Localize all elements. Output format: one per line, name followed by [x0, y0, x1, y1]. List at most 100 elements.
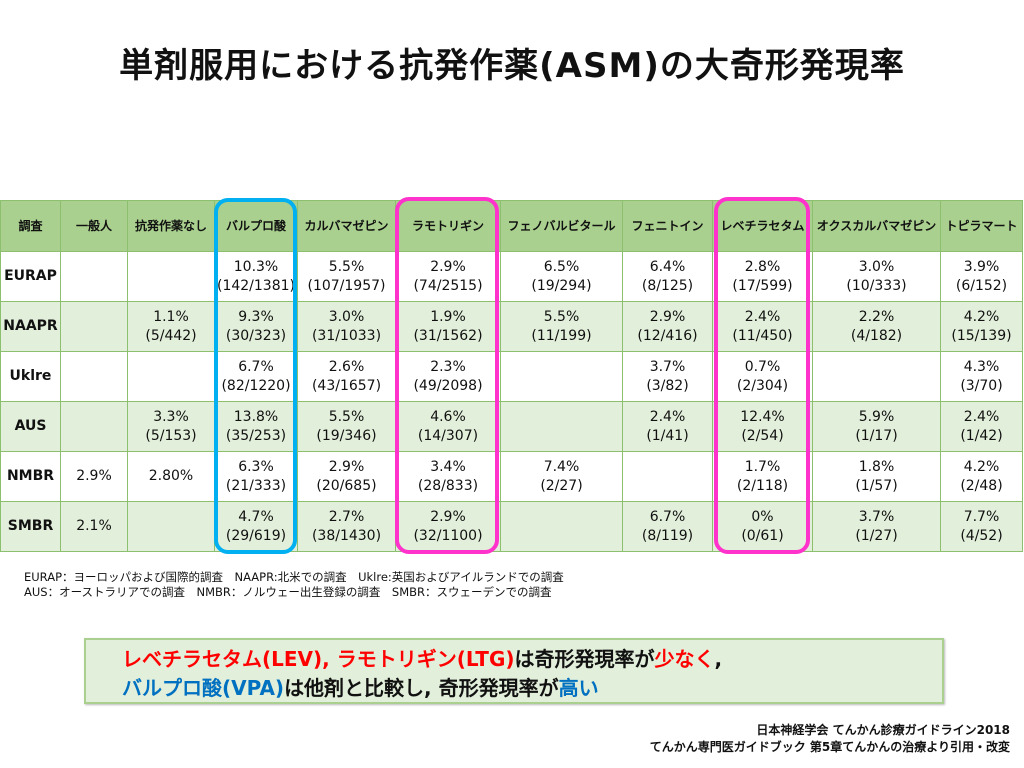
cell-rate: 1.9%	[430, 308, 466, 325]
cell-count: (2/118)	[736, 477, 789, 494]
table-cell: 3.0% (31/1033)	[297, 301, 396, 352]
table-cell: 3.0% (10/333)	[812, 251, 941, 302]
table-cell: 2.4% (11/450)	[712, 301, 813, 352]
summary-text: 高い	[558, 676, 599, 700]
summary-box: レベチラセタム(LEV), ラモトリギン(LTG)は奇形発現率が少なく, バルプ…	[84, 638, 944, 704]
table-cell: 4.2% (2/48)	[940, 451, 1023, 502]
cell-count: (5/442)	[145, 327, 197, 344]
cell-rate: 5.5%	[328, 258, 365, 275]
row-header: NAAPR	[0, 301, 61, 352]
table-row: SMBR 2.1% 4.7% (29/619) 2.7% (38/1430) 2.9% (32…	[0, 501, 1023, 552]
cell-count: (2/304)	[736, 377, 789, 394]
cell-count: (38/1430)	[311, 527, 382, 544]
cell-count: (1/41)	[646, 427, 689, 444]
cell-count: (10/333)	[846, 277, 907, 294]
slide-title: 単剤服用における抗発作薬(ASM)の大奇形発現率	[119, 46, 905, 86]
column-header: レベチラセタム	[712, 200, 813, 252]
column-header: バルプロ酸	[214, 200, 298, 252]
cell-count: (82/1220)	[221, 377, 291, 394]
table-cell: 4.3% (3/70)	[940, 351, 1023, 402]
cell-rate: 3.0%	[858, 258, 895, 275]
note-line: EURAP：ヨーロッパおよび国際的調査 NAAPR:北米での調査 Uklre:英…	[24, 570, 564, 584]
table-cell: 10.3% (142/1381)	[214, 251, 298, 302]
summary-text: ,	[714, 647, 723, 671]
table-cell: 5.5% (11/199)	[500, 301, 623, 352]
cell-count: (1/57)	[855, 477, 898, 494]
cell-count: (2/48)	[960, 477, 1003, 494]
cell-count: (43/1657)	[311, 377, 382, 394]
table-cell: 5.5% (19/346)	[297, 401, 396, 452]
cell-rate: 7.4%	[543, 458, 580, 475]
cell-rate: 5.5%	[543, 308, 580, 325]
table-cell: 3.7% (3/82)	[622, 351, 713, 402]
cell-rate: 6.7%	[649, 508, 686, 525]
table-cell: 6.7% (8/119)	[622, 501, 713, 552]
cell-rate: 5.9%	[858, 408, 895, 425]
cell-rate: 4.6%	[430, 408, 466, 425]
source-citation: 日本神経学会 てんかん診療ガイドライン2018 てんかん専門医ガイドブック 第5…	[650, 722, 1010, 756]
cell-rate: 3.7%	[858, 508, 895, 525]
table-cell: 2.4% (1/41)	[622, 401, 713, 452]
cell-rate: 4.7%	[238, 508, 274, 525]
row-header: AUS	[0, 401, 61, 452]
cell-count: (35/253)	[225, 427, 287, 444]
cell-rate: 6.4%	[649, 258, 686, 275]
cell-count: (2/27)	[540, 477, 583, 494]
cell-rate: 0.7%	[744, 358, 781, 375]
table-cell: 2.9% (20/685)	[297, 451, 396, 502]
cell-rate: 2.80%	[148, 468, 194, 484]
table-row: Uklre 6.7% (82/1220) 2.6% (43/1657) 2.3% (49/2…	[0, 351, 1023, 402]
summary-text: 少なく	[654, 647, 715, 671]
table-cell	[60, 401, 128, 452]
table-cell: 2.3% (49/2098)	[395, 351, 501, 402]
cell-rate: 3.4%	[430, 458, 466, 475]
cell-rate: 2.9%	[430, 258, 466, 275]
table-cell: 2.1%	[60, 501, 128, 552]
table-cell: 4.2% (15/139)	[940, 301, 1023, 352]
cell-rate: 13.8%	[233, 408, 279, 425]
cell-rate: 2.9%	[430, 508, 466, 525]
column-header: 抗発作薬なし	[127, 200, 215, 252]
column-header: ラモトリギン	[395, 200, 501, 252]
table-cell: 2.6% (43/1657)	[297, 351, 396, 402]
table-cell: 9.3% (30/323)	[214, 301, 298, 352]
cell-rate: 0%	[751, 508, 774, 525]
cell-count: (107/1957)	[307, 277, 386, 294]
cell-rate: 6.3%	[238, 458, 274, 475]
cell-count: (3/70)	[960, 377, 1003, 394]
table-cell: 2.8% (17/599)	[712, 251, 813, 302]
cell-count: (20/685)	[316, 477, 377, 494]
cell-count: (19/294)	[531, 277, 592, 294]
cell-count: (30/323)	[225, 327, 287, 344]
cell-count: (4/182)	[850, 327, 903, 344]
table-cell: 3.9% (6/152)	[940, 251, 1023, 302]
cell-rate: 3.0%	[328, 308, 365, 325]
note-line: AUS：オーストラリアでの調査 NMBR：ノルウェー出生登録の調査 SMBR：ス…	[24, 585, 552, 599]
table-cell: 7.4% (2/27)	[500, 451, 623, 502]
table-cell: 12.4% (2/54)	[712, 401, 813, 452]
cell-rate: 3.3%	[153, 408, 189, 425]
table-cell: 2.9% (74/2515)	[395, 251, 501, 302]
cell-rate: 2.7%	[328, 508, 365, 525]
row-header: Uklre	[0, 351, 61, 402]
table-cell: 7.7% (4/52)	[940, 501, 1023, 552]
table-cell: 6.3% (21/333)	[214, 451, 298, 502]
cell-count: (32/1100)	[413, 527, 483, 544]
table-cell	[60, 301, 128, 352]
row-header: NMBR	[0, 451, 61, 502]
cell-rate: 2.9%	[76, 468, 112, 484]
cell-rate: 3.7%	[649, 358, 686, 375]
cell-count: (3/82)	[646, 377, 689, 394]
cell-rate: 12.4%	[740, 408, 785, 425]
table-cell: 1.9% (31/1562)	[395, 301, 501, 352]
cell-count: (49/2098)	[413, 377, 483, 394]
table-cell	[127, 251, 215, 302]
cell-rate: 6.5%	[543, 258, 580, 275]
cell-count: (6/152)	[955, 277, 1008, 294]
cell-count: (11/199)	[531, 327, 592, 344]
column-header: フェニトイン	[622, 200, 713, 252]
column-header: トピラマート	[940, 200, 1023, 252]
cell-rate: 2.6%	[328, 358, 365, 375]
cell-count: (0/61)	[741, 527, 784, 544]
table-cell: 2.4% (1/42)	[940, 401, 1023, 452]
